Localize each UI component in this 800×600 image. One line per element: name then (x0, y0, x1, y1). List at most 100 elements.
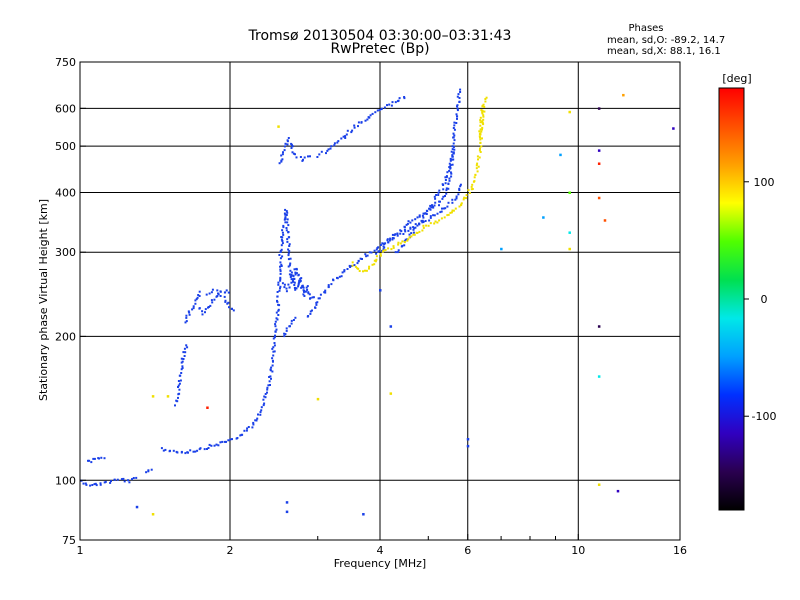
trace-dot (436, 221, 439, 224)
trace-dot (452, 132, 455, 135)
trace-dot (231, 438, 233, 441)
trace-dot (479, 138, 482, 141)
trace-dot (318, 153, 321, 156)
trace-dot (428, 207, 431, 210)
trace-dot (302, 293, 305, 296)
trace-dot (280, 159, 283, 162)
trace-dot (95, 484, 98, 487)
trace-dot (281, 231, 284, 234)
trace-dot (288, 264, 291, 267)
trace-dot (274, 323, 277, 326)
trace-dot (414, 223, 417, 226)
trace-dot (286, 221, 289, 224)
trace-dot (285, 227, 288, 229)
trace-dot (458, 97, 461, 99)
trace-dot (366, 118, 369, 121)
trace-dot (407, 229, 410, 232)
trace-dot (292, 152, 295, 155)
scatter-point (151, 513, 155, 516)
trace-dot (401, 240, 404, 243)
trace-dot (281, 153, 284, 156)
trace-dot (418, 223, 421, 226)
trace-dot (132, 477, 135, 479)
trace-dot (285, 290, 288, 293)
trace-dot (198, 307, 201, 310)
trace-dot (428, 219, 431, 222)
trace-dot (297, 274, 300, 277)
trace-dot (429, 208, 432, 211)
trace-dot (444, 176, 447, 179)
trace-dot (180, 368, 183, 371)
trace-dot (304, 290, 307, 293)
trace-dot (184, 351, 187, 354)
trace-dot (453, 134, 456, 137)
trace-dot (147, 469, 150, 472)
trace-dot (401, 244, 404, 247)
trace-dot (307, 315, 310, 317)
trace-dot (330, 283, 333, 286)
trace-dot (291, 145, 294, 148)
trace-dot (383, 246, 386, 249)
trace-dot (364, 253, 367, 256)
trace-dot (341, 271, 344, 274)
trace-dot (185, 314, 188, 317)
trace-dot (215, 443, 218, 446)
trace-dot (450, 150, 453, 153)
trace-dot (451, 145, 454, 148)
trace-dot (198, 290, 201, 293)
scatter-point (597, 375, 601, 378)
trace-dot (287, 283, 290, 286)
trace-dot (392, 246, 395, 249)
trace-dot (145, 471, 148, 474)
trace-dot (460, 203, 463, 206)
trace-dot (481, 120, 484, 123)
trace-dot (273, 336, 276, 339)
trace-dot (182, 351, 185, 354)
trace-dot (485, 96, 488, 99)
colorbar-tick-label: 100 (754, 176, 775, 189)
trace-dot (459, 91, 462, 93)
trace-dot (450, 175, 453, 178)
trace-dot (127, 479, 129, 482)
trace-dot (479, 119, 482, 122)
trace-dot (224, 291, 227, 294)
trace-dot (429, 204, 432, 207)
y-tick-label: 75 (62, 534, 76, 547)
trace-dot (422, 212, 425, 215)
scatter-point (166, 395, 170, 398)
trace-dot (479, 132, 482, 135)
trace-dot (402, 233, 405, 235)
trace-dot (429, 222, 432, 225)
trace-dot (307, 155, 309, 158)
trace-dot (396, 232, 399, 235)
trace-dot (324, 289, 327, 292)
trace-dot (397, 249, 400, 252)
trace-dot (475, 164, 478, 167)
trace-dot (396, 100, 399, 103)
trace-dot (247, 426, 250, 428)
trace-dot (430, 206, 433, 209)
trace-dot (277, 283, 280, 286)
trace-dot (89, 484, 92, 487)
scatter-point (500, 247, 503, 251)
trace-dot (294, 271, 297, 274)
trace-dot (444, 207, 447, 210)
colorbar-label: [deg] (722, 72, 751, 85)
trace-dot (291, 151, 294, 154)
trace-dot (411, 219, 414, 222)
trace-dot (327, 284, 330, 287)
trace-dot (441, 197, 444, 200)
trace-dot (379, 244, 382, 246)
trace-dot (276, 299, 278, 302)
trace-dot (286, 211, 289, 214)
trace-dot (278, 162, 281, 165)
chart-title: Tromsø 20130504 03:30:00–03:31:43 (248, 28, 512, 44)
trace-dot (373, 263, 376, 266)
trace-dot (389, 237, 392, 240)
trace-dot (267, 384, 270, 387)
trace-dot (455, 122, 458, 124)
trace-dot (284, 213, 287, 216)
trace-dot (213, 444, 216, 447)
trace-dot (399, 242, 402, 245)
trace-dot (241, 433, 244, 436)
